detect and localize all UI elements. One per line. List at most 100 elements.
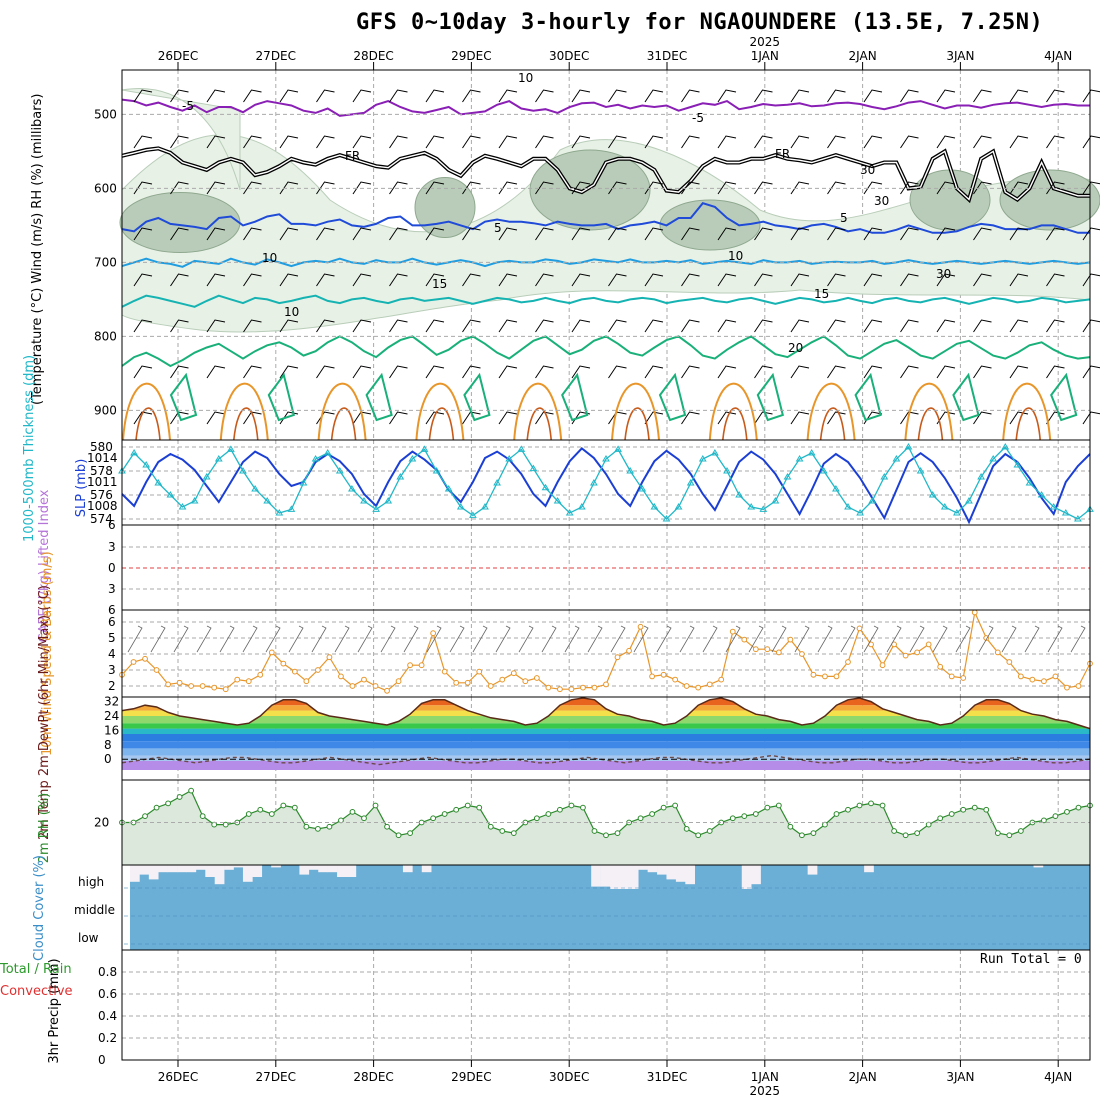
wind-barb	[279, 411, 299, 425]
contour-label: -5	[692, 111, 704, 125]
wind-speed-point	[245, 678, 252, 685]
thickness-marker	[953, 509, 961, 516]
wind-barb	[900, 411, 919, 425]
wind-barb	[1046, 227, 1065, 241]
thickness-marker	[662, 515, 671, 522]
wind-speed-point	[222, 686, 229, 693]
cloud-level-low: low	[78, 931, 99, 945]
wind-barb	[133, 89, 153, 103]
low-temp-contour	[806, 382, 856, 441]
date-label-bottom: 2JAN	[849, 1070, 877, 1084]
rh-point	[291, 804, 298, 811]
slp-tick: 1008	[87, 499, 118, 513]
wind-barb	[790, 181, 810, 195]
surface-wind-barb	[334, 625, 350, 653]
rh-point	[199, 813, 206, 820]
cloud-high-gap	[591, 865, 601, 887]
thickness-marker	[977, 473, 985, 480]
wind-barb	[1082, 365, 1100, 379]
wind-barb	[681, 89, 700, 103]
date-label-top: 2JAN	[849, 49, 877, 63]
surface-wind-barb	[909, 625, 925, 653]
run-total-label: Run Total = 0	[980, 952, 1082, 967]
li-tick: 6	[108, 603, 116, 617]
surface-wind-barb	[1047, 625, 1063, 653]
wind-barb	[754, 411, 773, 425]
wind-barb	[425, 89, 445, 103]
thickness-marker	[590, 479, 598, 486]
wind-barb	[425, 319, 445, 333]
date-label-top: 1JAN	[751, 49, 779, 63]
wind-barb	[754, 273, 773, 287]
wind-barb	[535, 411, 554, 425]
wind-barb	[498, 319, 518, 333]
wind-speed-point	[533, 675, 540, 681]
rh-point	[649, 811, 655, 817]
chart-title: GFS 0~10day 3-hourly for NGAOUNDERE (13.…	[356, 10, 1044, 35]
surface-wind-barb	[403, 625, 419, 653]
temp-tick: 24	[104, 709, 119, 723]
wind-speed-point	[603, 681, 609, 688]
rh-point	[868, 800, 874, 807]
thickness-marker	[384, 497, 393, 504]
wind-speed-point	[338, 673, 344, 680]
wind-speed-point	[764, 646, 771, 653]
wind-barb	[279, 319, 299, 333]
pressure-tick: 500	[94, 107, 117, 121]
wind-barb	[936, 181, 956, 195]
wind-speed-point	[153, 667, 160, 673]
date-label-top: 3JAN	[946, 49, 974, 63]
wind-tick: 6	[108, 615, 116, 629]
li-tick: 6	[108, 518, 116, 532]
surface-wind-barb	[725, 625, 741, 653]
wind-barb	[206, 181, 226, 195]
low-temp-contour-inner	[135, 407, 161, 441]
rh-point	[799, 832, 805, 839]
slp-ylabel: SLP (mb)	[74, 458, 89, 518]
thickness-marker	[251, 485, 259, 492]
wind-speed-point	[1006, 659, 1013, 665]
wind-barb	[352, 227, 372, 241]
rh-point	[1017, 828, 1024, 834]
wind-barb	[863, 227, 883, 241]
thickness-marker	[783, 473, 792, 480]
cloud-high-gap	[741, 865, 752, 889]
wind-barb	[1046, 89, 1065, 103]
wind-barb	[973, 135, 992, 149]
rh-point	[695, 832, 702, 839]
contour-label: 15	[432, 277, 447, 291]
wind-barb	[717, 135, 737, 149]
wind-barb	[936, 89, 956, 103]
wind-barb	[1009, 411, 1029, 425]
surface-wind-barb	[656, 625, 672, 653]
wind-barb	[900, 135, 919, 149]
wind-barb	[1082, 227, 1100, 241]
wind-speed-point	[234, 676, 241, 683]
wind-speed-point	[464, 679, 471, 686]
thickness-marker	[795, 455, 804, 462]
wind-barb	[1082, 319, 1100, 333]
wind-barb	[644, 365, 664, 379]
wind-barb	[535, 135, 554, 149]
wind-barb	[1082, 89, 1100, 103]
rh-point	[845, 806, 851, 813]
wind-speed-point	[476, 668, 483, 675]
wind-barb	[316, 227, 335, 241]
wind-barb	[243, 181, 262, 195]
wind-speed-point	[614, 654, 621, 661]
wind-speed-point	[626, 647, 632, 654]
wind-barb	[644, 273, 664, 287]
low-temp-contour-inner	[722, 407, 748, 441]
thickness-marker	[444, 485, 453, 492]
thickness-marker	[1074, 515, 1082, 522]
contour-label: 10	[284, 305, 299, 319]
surface-wind-barb	[840, 625, 856, 653]
wind-speed-point	[948, 673, 955, 680]
wind-barb	[535, 273, 554, 287]
wind-speed-point	[971, 609, 978, 616]
wind-speed-point	[1017, 673, 1024, 680]
wind-barb	[206, 89, 226, 103]
wind-barb	[206, 411, 226, 425]
date-label-top: 29DEC	[451, 49, 491, 63]
low-temp-contour	[513, 382, 563, 441]
